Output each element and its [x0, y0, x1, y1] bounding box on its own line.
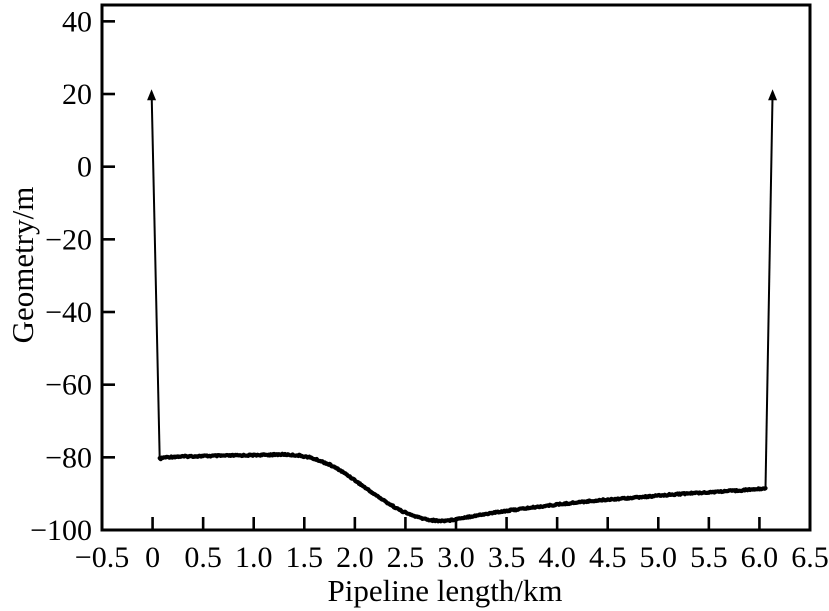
x-tick-label: 6.5 [791, 541, 829, 574]
x-tick-label: 6.0 [741, 541, 779, 574]
x-tick-label: 5.5 [690, 541, 728, 574]
x-tick-label: 3.5 [488, 541, 526, 574]
x-tick-label: 1.0 [235, 541, 273, 574]
y-tick-label: −20 [45, 223, 92, 256]
y-tick-label: 0 [77, 151, 92, 184]
y-tick-label: −60 [45, 369, 92, 402]
x-tick-label: 2.5 [387, 541, 425, 574]
y-tick-label: 40 [62, 5, 92, 38]
outlet-riser-up-arrow-icon [768, 89, 778, 101]
x-tick-label: 0.5 [184, 541, 222, 574]
inlet-riser-up-arrow-icon [147, 89, 157, 101]
plot-layer: 40 20 0 −20 −40 −60 −80 −100−0.5 0 0.5 1.0 1.5 2.0 2.… [30, 3, 829, 574]
y-tick-label: −80 [45, 441, 92, 474]
x-tick-label: 2.0 [336, 541, 374, 574]
inlet-riser-line [150, 92, 161, 459]
x-axis-title: Pipeline length/km [327, 573, 562, 608]
plot-frame [100, 3, 812, 532]
x-tick-label: 3.0 [437, 541, 475, 574]
pipeline-elevation-profile-line [157, 451, 768, 524]
y-tick-label: 20 [62, 78, 92, 111]
x-tick-label: 1.5 [286, 541, 324, 574]
outlet-riser-line [764, 92, 774, 489]
y-tick-label: −40 [45, 296, 92, 329]
y-axis-title: Geometry/m [5, 187, 40, 344]
x-tick-label: 5.0 [640, 541, 678, 574]
x-tick-label: 4.5 [589, 541, 627, 574]
x-tick-label: 4.0 [538, 541, 576, 574]
x-tick-label: −0.5 [75, 541, 129, 574]
y-tick-label: −100 [30, 514, 92, 547]
x-tick-label: 0 [145, 541, 160, 574]
